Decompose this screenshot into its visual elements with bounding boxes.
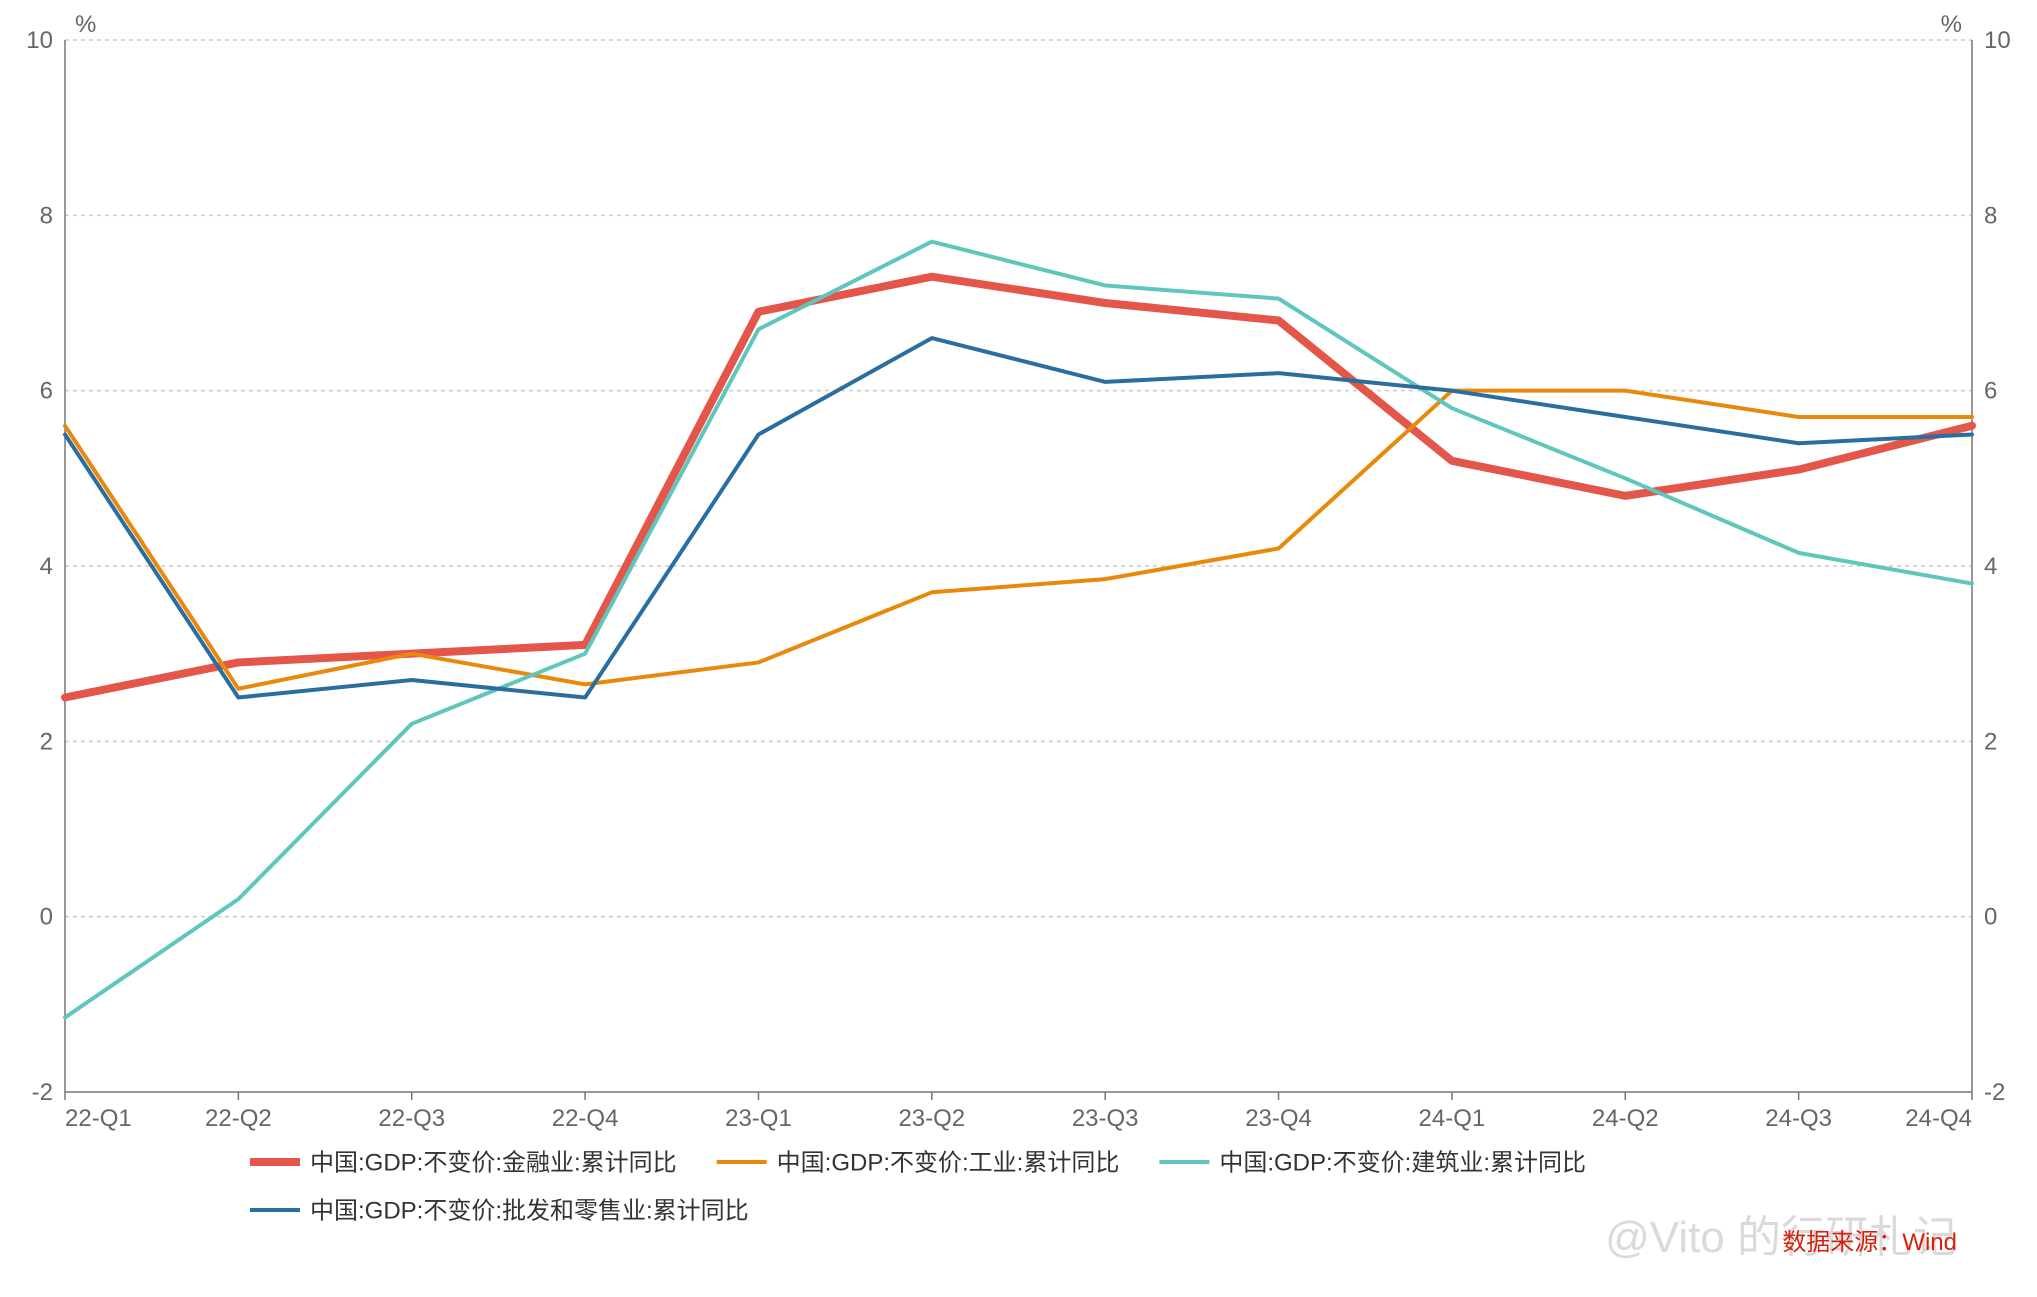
y-tick-right: 0 — [1984, 904, 1997, 931]
x-tick-label: 22-Q1 — [65, 1105, 132, 1132]
x-tick-label: 24-Q1 — [1419, 1105, 1486, 1132]
y-tick-left: 4 — [40, 553, 53, 580]
y-tick-left: 2 — [40, 728, 53, 755]
x-tick-label: 24-Q2 — [1592, 1105, 1659, 1132]
x-tick-label: 22-Q3 — [378, 1105, 445, 1132]
legend-label: 中国:GDP:不变价:建筑业:累计同比 — [1219, 1149, 1586, 1176]
y-tick-right: 10 — [1984, 27, 2011, 54]
legend-label: 中国:GDP:不变价:工业:累计同比 — [777, 1149, 1120, 1176]
y-tick-left: 10 — [26, 27, 53, 54]
y-tick-left: 8 — [40, 202, 53, 229]
y-tick-right: 2 — [1984, 728, 1997, 755]
x-tick-label: 23-Q4 — [1245, 1105, 1312, 1132]
x-tick-label: 24-Q4 — [1905, 1105, 1972, 1132]
x-tick-label: 23-Q1 — [725, 1105, 792, 1132]
y-tick-left: 6 — [40, 378, 53, 405]
y-tick-right: 6 — [1984, 378, 1997, 405]
source-label: 数据来源：Wind — [1782, 1229, 1957, 1256]
y-unit-right-label: % — [1941, 11, 1962, 38]
x-tick-label: 24-Q3 — [1765, 1105, 1832, 1132]
x-tick-label: 23-Q2 — [898, 1105, 965, 1132]
x-tick-label: 23-Q3 — [1072, 1105, 1139, 1132]
legend-label: 中国:GDP:不变价:金融业:累计同比 — [310, 1149, 677, 1176]
y-tick-left: -2 — [32, 1079, 53, 1106]
y-unit-left-label: % — [75, 11, 96, 38]
y-tick-right: 8 — [1984, 202, 1997, 229]
y-tick-right: 4 — [1984, 553, 1997, 580]
legend-label: 中国:GDP:不变价:批发和零售业:累计同比 — [310, 1197, 749, 1224]
y-tick-left: 0 — [40, 904, 53, 931]
chart-svg: -2 -2 0 0 2 2 4 4 6 6 8 8 10 10%% 22-Q1 22-Q2 22-Q3 22-Q4… — [0, 0, 2037, 1292]
x-tick-label: 22-Q4 — [552, 1105, 619, 1132]
line-chart: -2 -2 0 0 2 2 4 4 6 6 8 8 10 10%% 22-Q1 22-Q2 22-Q3 22-Q4… — [0, 0, 2037, 1297]
x-tick-label: 22-Q2 — [205, 1105, 272, 1132]
y-tick-right: -2 — [1984, 1079, 2005, 1106]
